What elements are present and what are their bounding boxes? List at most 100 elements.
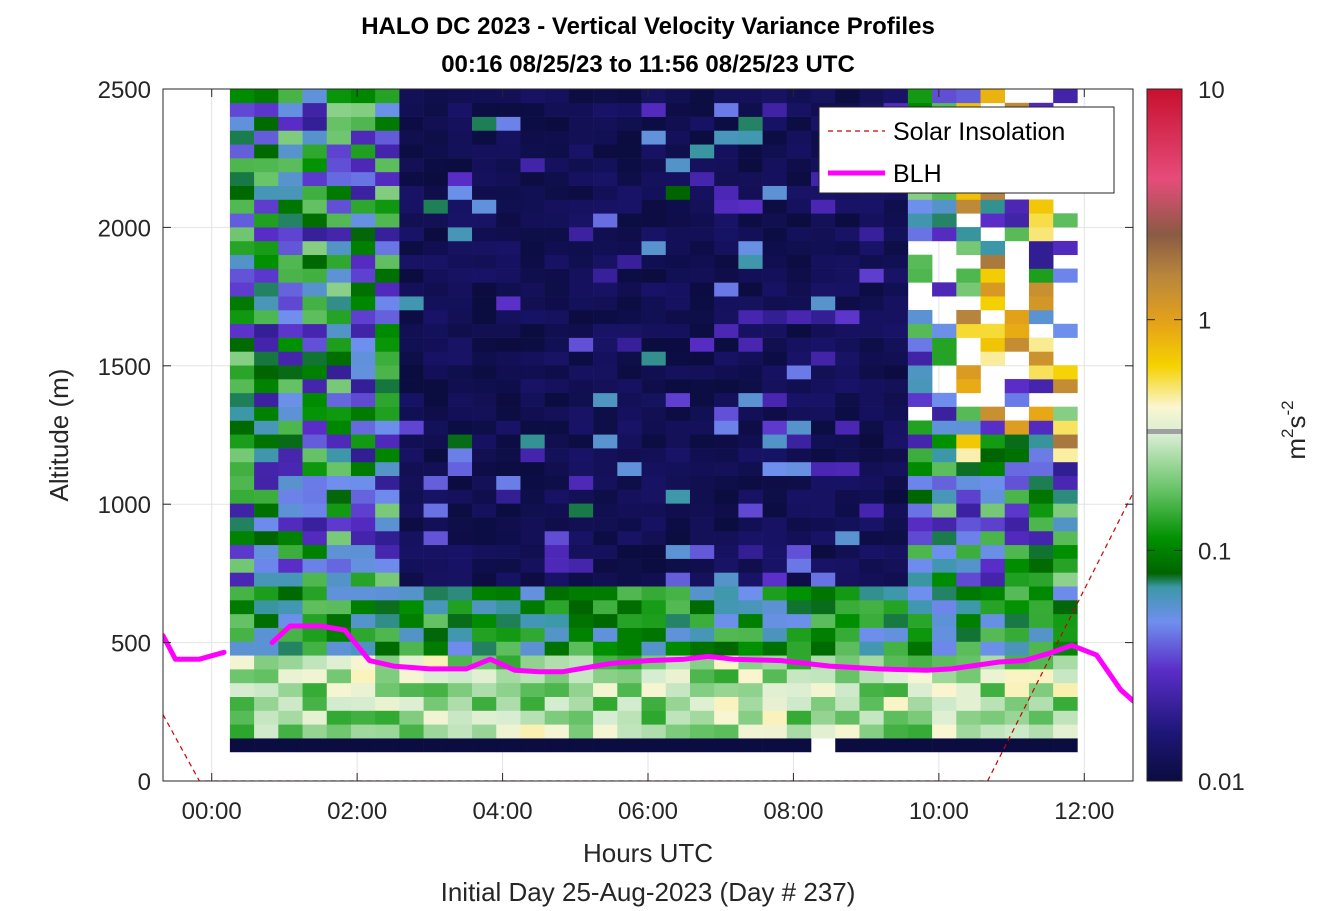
heatmap-cell bbox=[1028, 240, 1054, 256]
heatmap-cell bbox=[786, 669, 812, 684]
heatmap-cell bbox=[980, 475, 1006, 490]
heatmap-cell bbox=[665, 282, 691, 297]
heatmap-cell bbox=[689, 420, 715, 435]
heatmap-cell bbox=[1028, 296, 1054, 311]
heatmap-cell bbox=[447, 89, 473, 104]
heatmap-cell bbox=[907, 655, 933, 670]
heatmap-cell bbox=[980, 240, 1006, 256]
heatmap-cell bbox=[883, 379, 909, 394]
heatmap-cell bbox=[423, 489, 449, 504]
heatmap-cell bbox=[786, 144, 812, 159]
heatmap-cell bbox=[399, 613, 424, 628]
heatmap-cell bbox=[544, 655, 570, 670]
heatmap-cell bbox=[1004, 199, 1030, 214]
heatmap-cell bbox=[714, 116, 739, 131]
heatmap-cell bbox=[423, 420, 449, 435]
heatmap-cell bbox=[786, 254, 812, 269]
heatmap-cell bbox=[714, 144, 739, 159]
heatmap-cell bbox=[665, 337, 691, 352]
heatmap-cell bbox=[762, 89, 788, 104]
heatmap-cell bbox=[278, 406, 303, 421]
heatmap-cell bbox=[278, 572, 303, 587]
heatmap-cell bbox=[689, 171, 715, 186]
heatmap-cell bbox=[496, 130, 521, 145]
heatmap-cell bbox=[907, 323, 933, 338]
heatmap-cell bbox=[786, 323, 812, 338]
heatmap-cell bbox=[980, 296, 1006, 311]
heatmap-cell bbox=[447, 627, 473, 642]
heatmap-cell bbox=[1004, 696, 1030, 711]
heatmap-cell bbox=[1004, 627, 1030, 642]
heatmap-cell bbox=[956, 89, 981, 104]
heatmap-cell bbox=[447, 351, 473, 366]
heatmap-cell bbox=[714, 171, 739, 186]
y-tick-label: 2500 bbox=[98, 77, 151, 104]
heatmap-cell bbox=[302, 586, 328, 601]
heatmap-cell bbox=[326, 158, 352, 173]
heatmap-cell bbox=[302, 199, 328, 214]
heatmap-cell bbox=[738, 199, 763, 214]
heatmap-cell bbox=[883, 461, 909, 477]
heatmap-cell bbox=[447, 669, 473, 684]
heatmap-cell bbox=[689, 296, 715, 311]
variance-heatmap bbox=[229, 89, 1078, 753]
heatmap-cell bbox=[375, 89, 400, 104]
heatmap-cell bbox=[883, 517, 909, 532]
heatmap-cell bbox=[762, 144, 788, 159]
heatmap-cell bbox=[326, 724, 352, 739]
heatmap-cell bbox=[1053, 503, 1078, 518]
heatmap-cell bbox=[350, 130, 376, 145]
heatmap-cell bbox=[278, 724, 303, 739]
heatmap-cell bbox=[496, 627, 521, 642]
heatmap-cell bbox=[811, 254, 836, 269]
heatmap-cell bbox=[496, 171, 521, 186]
heatmap-cell bbox=[907, 613, 933, 628]
heatmap-cell bbox=[762, 641, 788, 656]
heatmap-cell bbox=[278, 158, 303, 173]
heatmap-cell bbox=[472, 268, 497, 283]
heatmap-cell bbox=[835, 227, 860, 242]
heatmap-cell bbox=[254, 268, 279, 283]
heatmap-cell bbox=[738, 434, 763, 449]
heatmap-cell bbox=[350, 144, 376, 159]
heatmap-cell bbox=[229, 351, 255, 366]
heatmap-cell bbox=[762, 227, 788, 242]
heatmap-cell bbox=[907, 489, 933, 504]
heatmap-cell bbox=[786, 199, 812, 214]
heatmap-cell bbox=[835, 406, 860, 421]
heatmap-cell bbox=[254, 558, 279, 573]
heatmap-cell bbox=[665, 572, 691, 587]
heatmap-cell bbox=[932, 227, 957, 242]
heatmap-cell bbox=[423, 517, 449, 532]
heatmap-cell bbox=[375, 379, 400, 394]
legend-blh-label: BLH bbox=[893, 160, 942, 188]
heatmap-cell bbox=[907, 448, 933, 463]
heatmap-cell bbox=[520, 254, 545, 269]
heatmap-cell bbox=[907, 738, 933, 753]
heatmap-cell bbox=[472, 309, 497, 325]
heatmap-cell bbox=[593, 379, 618, 394]
heatmap-cell bbox=[617, 434, 642, 449]
colorbar-frame bbox=[1146, 88, 1183, 782]
heatmap-cell bbox=[326, 199, 352, 214]
heatmap-cell bbox=[665, 213, 691, 228]
heatmap-cell bbox=[375, 158, 400, 173]
heatmap-cell bbox=[447, 475, 473, 490]
heatmap-cell bbox=[326, 475, 352, 490]
heatmap-cell bbox=[980, 710, 1006, 725]
heatmap-cell bbox=[811, 282, 836, 297]
heatmap-cell bbox=[326, 227, 352, 242]
heatmap-cell bbox=[956, 448, 981, 463]
heatmap-cell bbox=[472, 489, 497, 504]
heatmap-cell bbox=[593, 213, 618, 228]
heatmap-cell bbox=[350, 544, 376, 559]
heatmap-cell bbox=[472, 296, 497, 311]
heatmap-cell bbox=[302, 434, 328, 449]
heatmap-cell bbox=[617, 144, 642, 159]
heatmap-cell bbox=[326, 600, 352, 615]
heatmap-cell bbox=[835, 669, 860, 684]
heatmap-cell bbox=[447, 710, 473, 725]
heatmap-cell bbox=[932, 323, 957, 338]
heatmap-cell bbox=[278, 669, 303, 684]
heatmap-cell bbox=[786, 392, 812, 407]
